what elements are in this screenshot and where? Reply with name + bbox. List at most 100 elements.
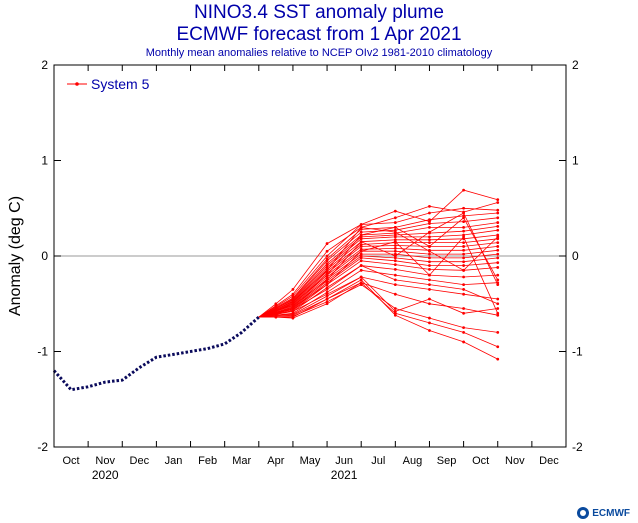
forecast-point xyxy=(462,264,465,267)
forecast-point xyxy=(393,313,397,317)
forecast-point xyxy=(325,278,329,282)
x-tick-label: Mar xyxy=(232,455,251,467)
forecast-point xyxy=(428,218,431,222)
forecast-point xyxy=(462,292,465,296)
forecast-point xyxy=(496,273,500,277)
x-tick-label: Feb xyxy=(198,455,217,467)
forecast-point xyxy=(359,264,363,267)
forecast-point xyxy=(325,302,329,306)
forecast-point xyxy=(428,238,431,242)
x-tick-label: Nov xyxy=(505,455,525,467)
forecast-point xyxy=(496,224,500,228)
forecast-point xyxy=(393,249,397,253)
forecast-point xyxy=(462,216,465,220)
forecast-point xyxy=(496,198,500,202)
forecast-point xyxy=(462,260,465,264)
forecast-point xyxy=(428,222,431,225)
x-tick-label: Jan xyxy=(165,455,183,467)
forecast-point xyxy=(462,326,465,330)
forecast-point xyxy=(325,242,329,245)
forecast-point xyxy=(496,235,500,239)
forecast-point xyxy=(496,211,500,215)
y-tick-label-right: -1 xyxy=(572,345,583,359)
y-tick-label-left: -2 xyxy=(37,440,48,454)
legend-label: System 5 xyxy=(91,76,150,92)
forecast-point xyxy=(291,306,295,309)
forecast-point xyxy=(393,240,397,244)
forecast-point xyxy=(428,321,431,325)
forecast-point xyxy=(274,315,278,319)
forecast-point xyxy=(428,278,431,282)
forecast-point xyxy=(359,230,363,234)
ecmwf-logo-icon xyxy=(577,507,590,519)
forecast-point xyxy=(462,331,465,334)
forecast-point xyxy=(428,283,431,287)
forecast-point xyxy=(428,316,431,320)
observed-line xyxy=(52,315,260,392)
y-tick-label-right: 1 xyxy=(572,154,579,168)
forecast-point xyxy=(291,288,295,291)
forecast-point xyxy=(428,260,431,264)
forecast-point xyxy=(359,256,363,260)
forecast-point xyxy=(496,283,500,287)
forecast-point xyxy=(496,311,500,315)
forecast-point xyxy=(462,245,465,248)
forecast-point xyxy=(393,246,397,250)
forecast-point xyxy=(359,268,363,272)
forecast-point xyxy=(359,278,363,282)
forecast-point xyxy=(393,263,397,266)
forecast-point xyxy=(393,244,397,247)
forecast-point xyxy=(462,225,465,229)
forecast-point xyxy=(462,188,465,192)
x-tick-label: Nov xyxy=(95,455,115,467)
forecast-point xyxy=(496,297,500,301)
forecast-point xyxy=(393,259,397,263)
x-tick-label: Sep xyxy=(437,455,457,467)
forecast-point xyxy=(496,245,500,248)
forecast-point xyxy=(428,329,431,332)
forecast-point xyxy=(393,230,397,234)
forecast-point xyxy=(462,248,465,252)
forecast-point xyxy=(393,221,397,224)
forecast-point xyxy=(325,283,329,287)
x-tick-label: Oct xyxy=(472,455,489,467)
forecast-point xyxy=(359,259,363,263)
forecast-point xyxy=(325,288,329,291)
forecast-point xyxy=(462,340,465,344)
forecast-point xyxy=(462,229,465,233)
forecast-point xyxy=(393,209,397,213)
forecast-point xyxy=(462,275,465,279)
y-tick-label-right: 2 xyxy=(572,58,579,72)
forecast-point xyxy=(428,211,431,215)
ecmwf-logo: ECMWF xyxy=(577,507,630,519)
forecast-point xyxy=(496,208,500,212)
forecast-point xyxy=(325,292,329,296)
forecast-point xyxy=(393,307,397,310)
forecast-point xyxy=(428,249,431,253)
forecast-point xyxy=(325,297,329,301)
forecast-point xyxy=(359,225,363,229)
forecast-point xyxy=(428,235,431,239)
forecast-point xyxy=(325,249,329,253)
forecast-point xyxy=(496,302,500,306)
forecast-point xyxy=(291,315,295,319)
x-tick-label: Aug xyxy=(403,455,423,467)
x-tick-label: Jul xyxy=(371,455,385,467)
y-axis-label: Anomaly (deg C) xyxy=(7,196,24,316)
forecast-point xyxy=(462,241,465,245)
forecast-point xyxy=(428,245,431,248)
x-year-label: 2021 xyxy=(331,468,358,482)
forecast-point xyxy=(393,309,397,313)
forecast-point xyxy=(462,268,465,272)
forecast-point xyxy=(359,237,363,241)
forecast-point xyxy=(359,275,363,279)
forecast-point xyxy=(325,259,329,263)
forecast-point xyxy=(359,223,363,226)
forecast-point xyxy=(393,216,397,220)
forecast-point xyxy=(496,345,500,349)
x-tick-label: Dec xyxy=(539,455,559,467)
x-tick-label: Apr xyxy=(267,455,284,467)
forecast-point xyxy=(325,273,329,277)
x-tick-label: Oct xyxy=(63,455,80,467)
forecast-point xyxy=(462,288,465,291)
